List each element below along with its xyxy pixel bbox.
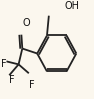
Text: F: F — [9, 75, 14, 85]
Text: O: O — [22, 18, 30, 28]
Text: OH: OH — [65, 1, 80, 11]
Text: F: F — [29, 80, 35, 90]
Text: F: F — [1, 59, 7, 69]
